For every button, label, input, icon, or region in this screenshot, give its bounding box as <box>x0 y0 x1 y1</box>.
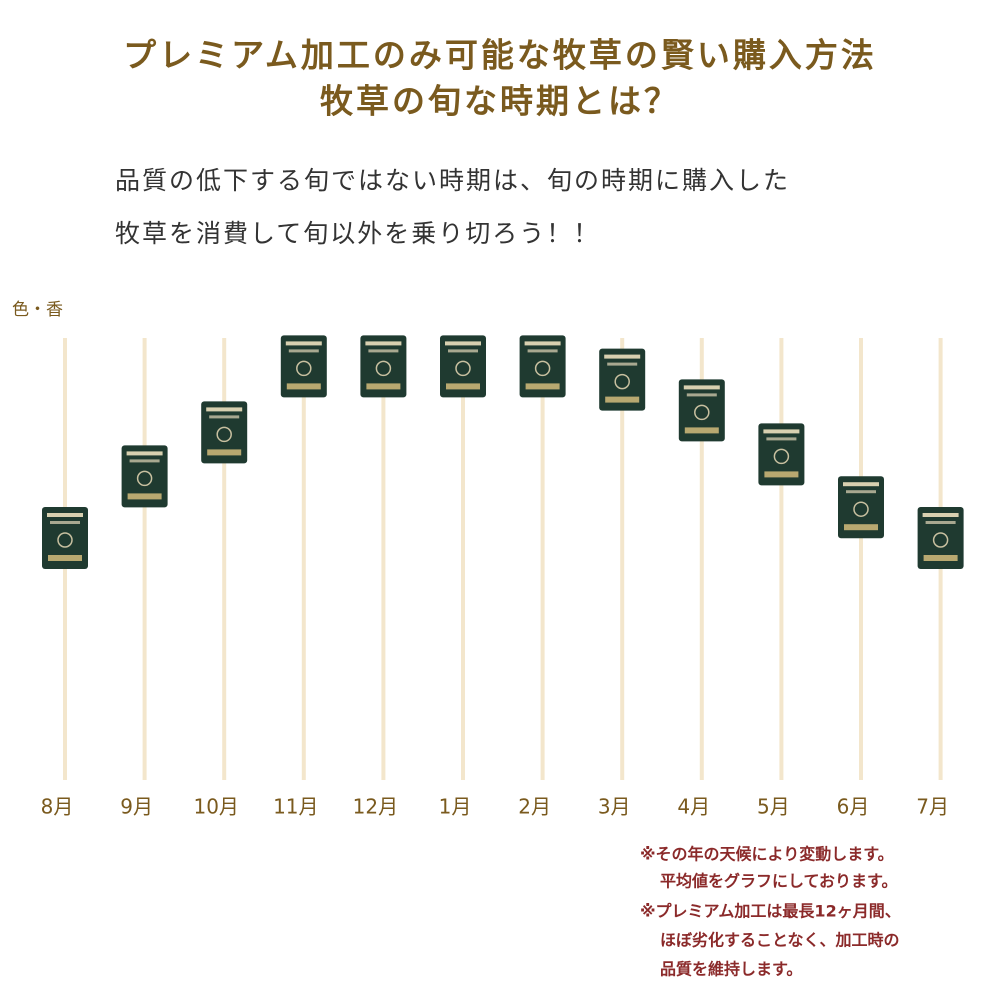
bag-icon <box>599 348 646 411</box>
bag-icon <box>42 507 88 569</box>
note: ※その年の天候により変動します。 <box>640 845 894 864</box>
bag-window <box>366 383 401 390</box>
bag-icon <box>360 335 407 398</box>
bag-icon <box>917 507 964 569</box>
bag-window <box>48 555 82 561</box>
x-tick-label: 11月 <box>273 795 318 819</box>
x-tick-label: 3月 <box>598 795 631 819</box>
bag-label <box>288 349 319 353</box>
bag-label <box>50 521 80 524</box>
bag-emblem <box>216 426 232 443</box>
bag-emblem <box>375 360 392 377</box>
bag-emblem <box>853 501 869 517</box>
bag-emblem <box>614 373 630 390</box>
bag-window <box>446 383 480 390</box>
bag-window <box>605 396 640 403</box>
bag-label <box>846 490 876 494</box>
bag-icon <box>440 335 486 398</box>
bag-label <box>448 349 478 353</box>
chart-title: プレミアム加工のみ可能な牧草の賢い購入方法 <box>123 36 877 75</box>
bag-emblem <box>932 532 949 548</box>
bag-icon <box>519 335 566 398</box>
bag-label <box>368 349 399 353</box>
note: 平均値をグラフにしております。 <box>660 872 897 891</box>
bag-icon <box>280 335 327 398</box>
bag-label <box>129 459 160 463</box>
x-tick-label: 10月 <box>193 795 238 819</box>
note: ※プレミアム加工は最長12ヶ月間、 <box>640 902 901 921</box>
bag-window <box>684 427 719 434</box>
bag-label <box>686 393 717 397</box>
x-tick-label: 5月 <box>757 795 790 819</box>
bag-emblem <box>136 470 153 487</box>
bag-label <box>47 513 83 517</box>
bag-emblem <box>534 360 551 377</box>
bag-label <box>766 437 797 441</box>
description: 牧草を消費して旬以外を乗り切ろう！！ <box>115 219 600 248</box>
bag-label <box>607 362 638 366</box>
x-tick-label: 9月 <box>120 795 153 819</box>
bag-window <box>923 555 958 561</box>
bag-emblem <box>57 532 73 548</box>
y-axis-label: 色・香 <box>12 300 63 320</box>
x-tick-label: 1月 <box>439 795 472 819</box>
bag-icon <box>678 379 725 442</box>
bag-emblem <box>296 360 312 377</box>
bag-window <box>844 524 878 531</box>
bag-label <box>209 415 240 419</box>
bag-label <box>683 385 720 390</box>
bag-label <box>925 521 956 524</box>
bag-emblem <box>455 360 471 377</box>
bag-emblem <box>694 404 710 421</box>
bag-window <box>286 383 321 390</box>
x-tick-label: 2月 <box>518 795 551 819</box>
bag-emblem <box>773 448 790 465</box>
bag-window <box>207 449 242 456</box>
description: 品質の低下する旬ではない時期は、旬の時期に購入した <box>115 166 790 195</box>
x-tick-label: 6月 <box>837 795 870 819</box>
x-tick-label: 7月 <box>916 795 949 819</box>
bag-label <box>527 349 558 353</box>
note: 品質を維持します。 <box>660 960 802 979</box>
bag-label <box>285 341 322 346</box>
x-tick-label: 4月 <box>677 795 710 819</box>
x-tick-label: 12月 <box>353 795 398 819</box>
bag-icon <box>201 401 248 464</box>
bag-label <box>843 482 879 487</box>
x-tick-label: 8月 <box>41 795 74 819</box>
bag-icon <box>758 423 805 486</box>
bag-label <box>445 341 481 346</box>
bag-label <box>524 341 561 346</box>
bag-label <box>206 407 243 412</box>
chart-title: 牧草の旬な時期とは？ <box>320 82 680 121</box>
bag-icon <box>838 476 884 539</box>
bag-label <box>126 451 163 456</box>
bag-window <box>764 471 799 478</box>
bag-label <box>763 429 800 434</box>
bag-window <box>525 383 560 390</box>
bag-label <box>365 341 402 346</box>
bag-icon <box>121 445 168 508</box>
note: ほぼ劣化することなく、加工時の <box>660 931 900 950</box>
bag-window <box>127 493 162 500</box>
bag-label <box>604 354 641 359</box>
bag-label <box>922 513 959 517</box>
